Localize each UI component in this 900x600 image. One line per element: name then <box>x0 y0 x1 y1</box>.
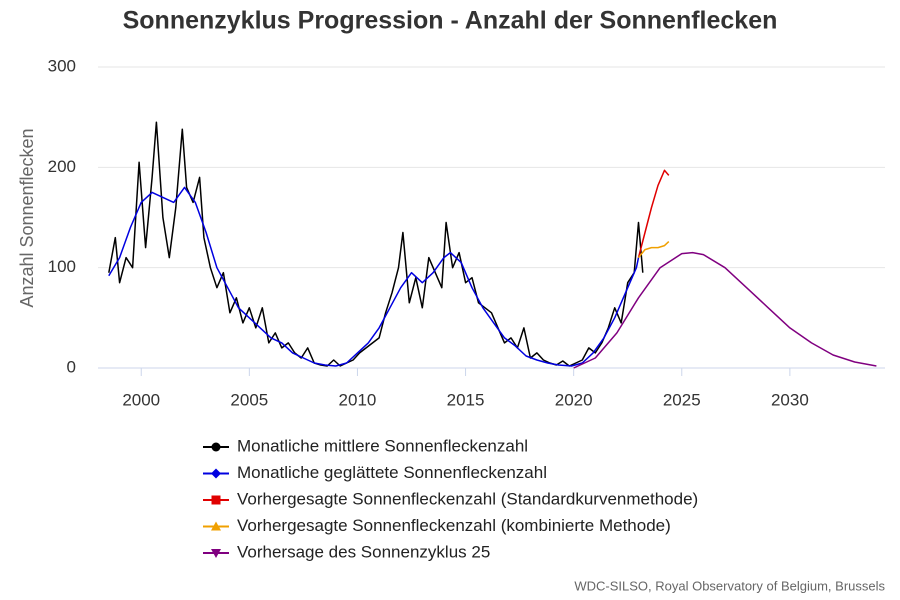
y-axis-label: Anzahl Sonnenflecken <box>17 128 37 307</box>
legend-marker <box>211 549 221 558</box>
credit: WDC-SILSO, Royal Observatory of Belgium,… <box>574 578 885 593</box>
series-line <box>637 241 670 259</box>
legend-label[interactable]: Monatliche mittlere Sonnenfleckenzahl <box>237 436 528 455</box>
series-line <box>108 121 644 367</box>
chart-title: Sonnenzyklus Progression - Anzahl der So… <box>123 7 778 35</box>
x-tick-label: 2030 <box>771 390 809 409</box>
y-tick-label: 100 <box>48 257 76 276</box>
series-line <box>637 169 670 258</box>
legend-marker <box>211 442 221 452</box>
series-line <box>108 186 640 367</box>
y-tick-label: 300 <box>48 56 76 75</box>
legend-marker <box>211 521 221 531</box>
legend-label[interactable]: Monatliche geglättete Sonnenfleckenzahl <box>237 463 547 482</box>
legend-label[interactable]: Vorhergesagte Sonnenfleckenzahl (kombini… <box>237 516 671 535</box>
x-tick-label: 2025 <box>663 390 701 409</box>
x-tick-label: 2020 <box>555 390 593 409</box>
y-tick-label: 200 <box>48 157 76 176</box>
x-tick-label: 2015 <box>447 390 485 409</box>
legend-label[interactable]: Vorhergesagte Sonnenfleckenzahl (Standar… <box>237 489 698 508</box>
x-tick-label: 2000 <box>122 390 160 409</box>
x-tick-label: 2010 <box>339 390 377 409</box>
legend-label[interactable]: Vorhersage des Sonnenzyklus 25 <box>237 542 490 561</box>
x-tick-label: 2005 <box>230 390 268 409</box>
legend-marker <box>211 495 221 505</box>
series-line <box>573 251 877 369</box>
y-tick-label: 0 <box>67 357 76 376</box>
legend-marker <box>211 468 221 479</box>
